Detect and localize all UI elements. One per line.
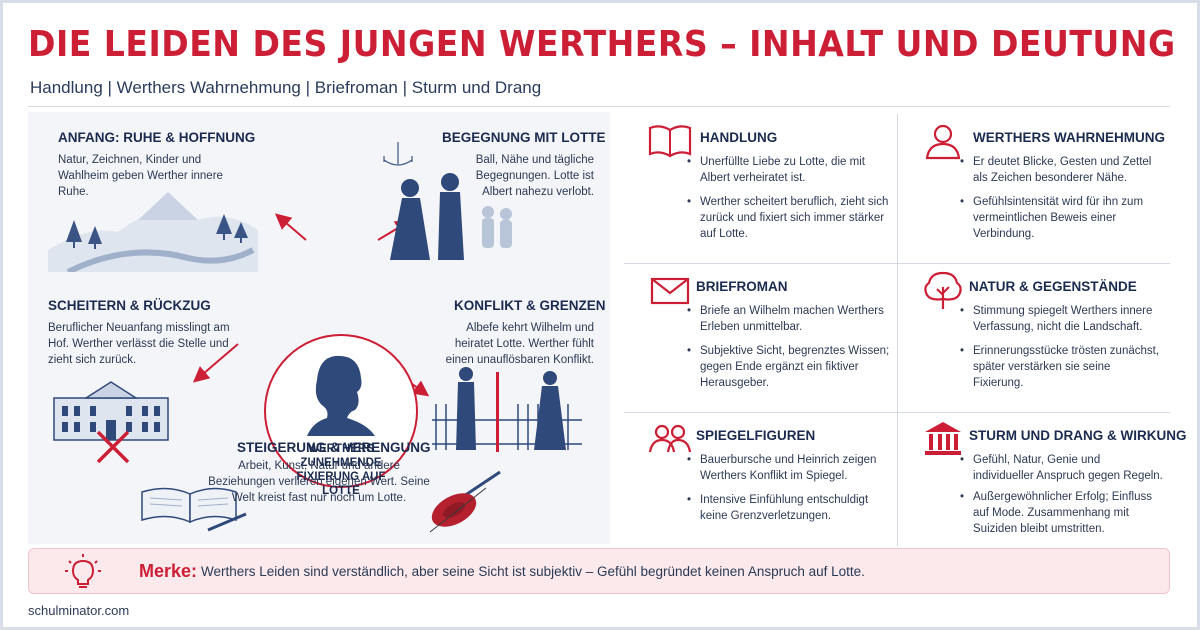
- werther-silhouette-icon: [307, 355, 375, 436]
- page-title: DIE LEIDEN DES JUNGEN WERTHERS – INHALT …: [28, 24, 1176, 65]
- merke-text: Werthers Leiden sind verständlich, aber …: [201, 564, 865, 579]
- card-title: HANDLUNG: [700, 130, 778, 145]
- card-sturm-und-drang: STURM UND DRANG & WIRKUNG Gefühl, Natur,…: [897, 412, 1186, 558]
- card-bullet-list: Er deutet Blicke, Gesten und Zettel als …: [957, 154, 1163, 250]
- node-begegnung-text: Ball, Nähe und tägliche Begegnungen. Lot…: [475, 154, 594, 198]
- card-title: BRIEFROMAN: [696, 279, 788, 294]
- card-bullet: Er deutet Blicke, Gesten und Zettel als …: [957, 154, 1163, 186]
- page-subtitle: Handlung | Werthers Wahrnehmung | Briefr…: [30, 78, 542, 97]
- grid-divider-vertical: [897, 114, 898, 546]
- lightbulb-icon: [65, 554, 101, 588]
- card-bullet: Unerfüllte Liebe zu Lotte, die mit Alber…: [684, 154, 890, 186]
- node-steigerung-title: STEIGERUNG & VERENGUNG: [237, 440, 431, 455]
- merke-box: Merke: Werthers Leiden sind verständlich…: [28, 548, 1170, 594]
- card-bullet: Werther scheitert beruflich, zieht sich …: [684, 194, 890, 242]
- card-bullet: Gefühl, Natur, Genie und individueller A…: [957, 452, 1163, 484]
- temple-icon: [925, 422, 961, 455]
- landscape-illustration: [48, 192, 258, 272]
- card-briefroman: BRIEFROMAN Briefe an Wilhelm machen Wert…: [624, 263, 897, 409]
- grid-divider-row-1: [624, 263, 1170, 264]
- plot-diagram-panel: WERTHERS ZUNEHMENDE FIXIERUNG AUF LOTTE …: [28, 112, 610, 544]
- card-wahrnehmung: WERTHERS WAHRNEHMUNG Er deutet Blicke, G…: [897, 114, 1170, 260]
- footer-source: schulminator.com: [28, 603, 130, 618]
- envelope-icon: [650, 277, 690, 305]
- card-bullet: Subjektive Sicht, begrenztes Wissen; geg…: [684, 343, 890, 391]
- node-begegnung-title: BEGEGNUNG MIT LOTTE: [442, 130, 606, 145]
- topic-cards-grid: HANDLUNG Unerfüllte Liebe zu Lotte, die …: [624, 114, 1186, 546]
- card-bullet: Gefühlsintensität wird für ihn zum verme…: [957, 194, 1163, 242]
- node-scheitern-text: Beruflicher Neuanfang misslingt am Hof. …: [48, 322, 230, 366]
- merke-label: Merke:: [139, 561, 198, 581]
- card-bullet-list: Briefe an Wilhelm machen Werthers Erlebe…: [684, 303, 890, 399]
- ballroom-couple-illustration: [383, 142, 512, 260]
- card-bullet-list: Unerfüllte Liebe zu Lotte, die mit Alber…: [684, 154, 890, 250]
- card-title: STURM UND DRANG & WIRKUNG: [969, 428, 1187, 443]
- node-anfang-text: Natur, Zeichnen, Kinder und Wahlheim geb…: [58, 154, 223, 198]
- separated-couple-illustration: [432, 367, 582, 452]
- node-scheitern-title: SCHEITERN & RÜCKZUG: [48, 298, 211, 313]
- card-bullet: Erinnerungsstücke trösten zunächst, spät…: [957, 343, 1163, 391]
- header-divider: [28, 106, 1170, 107]
- card-bullet: Außergewöhnlicher Erfolg; Einfluss auf M…: [957, 489, 1163, 537]
- card-bullet-list: Stimmung spiegelt Werthers innere Verfas…: [957, 303, 1163, 399]
- card-bullet-list: Gefühl, Natur, Genie und individueller A…: [957, 452, 1163, 545]
- node-steigerung-text: Arbeit, Kunst, Natur und andere Beziehun…: [208, 460, 430, 504]
- card-bullet-list: Bauerbursche und Heinrich zeigen Werther…: [684, 452, 890, 532]
- tree-icon: [924, 271, 962, 309]
- grid-divider-row-2: [624, 412, 1170, 413]
- card-bullet: Intensive Einfühlung entschuldigt keine …: [684, 492, 890, 524]
- card-title: NATUR & GEGENSTÄNDE: [969, 279, 1137, 294]
- node-konflikt-text: Albefe kehrt Wilhelm und heiratet Lotte.…: [445, 322, 594, 366]
- card-title: WERTHERS WAHRNEHMUNG: [973, 130, 1165, 145]
- node-anfang-title: ANFANG: RUHE & HOFFNUNG: [58, 130, 256, 145]
- people-icon: [648, 424, 692, 453]
- book-and-pen-illustration: [141, 487, 247, 532]
- card-bullet: Bauerbursche und Heinrich zeigen Werther…: [684, 452, 890, 484]
- violin-illustration: [429, 470, 501, 533]
- palace-illustration: [53, 381, 169, 464]
- card-spiegelfiguren: SPIEGELFIGUREN Bauerbursche und Heinrich…: [624, 412, 897, 558]
- node-konflikt-title: KONFLIKT & GRENZEN: [454, 298, 606, 313]
- card-natur: NATUR & GEGENSTÄNDE Stimmung spiegelt We…: [897, 263, 1170, 409]
- card-bullet: Briefe an Wilhelm machen Werthers Erlebe…: [684, 303, 890, 335]
- card-title: SPIEGELFIGUREN: [696, 428, 816, 443]
- central-focus-label: WERTHERS ZUNEHMENDE FIXIERUNG AUF LOTTE: [296, 443, 386, 497]
- card-bullet: Stimmung spiegelt Werthers innere Verfas…: [957, 303, 1163, 335]
- card-handlung: HANDLUNG Unerfüllte Liebe zu Lotte, die …: [624, 114, 897, 260]
